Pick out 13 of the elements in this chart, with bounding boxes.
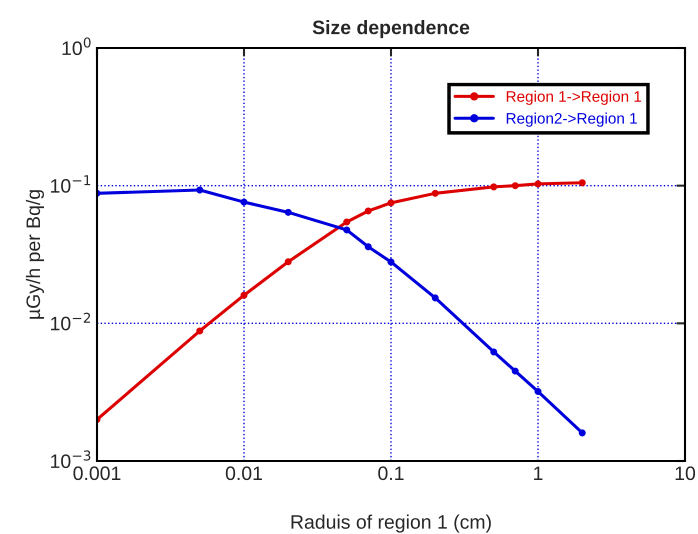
y-tick-label: 10$^{−1}$ [51, 175, 90, 193]
x-tick-label: 0.001 [73, 466, 120, 480]
chart-title: Size dependence [312, 20, 470, 38]
x-tick-label: 0.1 [378, 466, 404, 480]
x-tick-label: 10 [676, 466, 696, 480]
y-tick-label: 10$^{−2}$ [51, 312, 90, 330]
x-tick-label: 0.01 [226, 466, 262, 480]
legend-label: Region2->Region 1 [506, 112, 637, 127]
y-axis-title: µGy/h per Bq/g [26, 190, 44, 319]
x-tick-label: 1 [534, 466, 542, 480]
y-tick-label: 10$^{0}$ [62, 37, 91, 56]
legend-label: Region 1->Region 1 [506, 90, 642, 105]
x-axis-title: Raduis of region 1 (cm) [292, 514, 491, 533]
